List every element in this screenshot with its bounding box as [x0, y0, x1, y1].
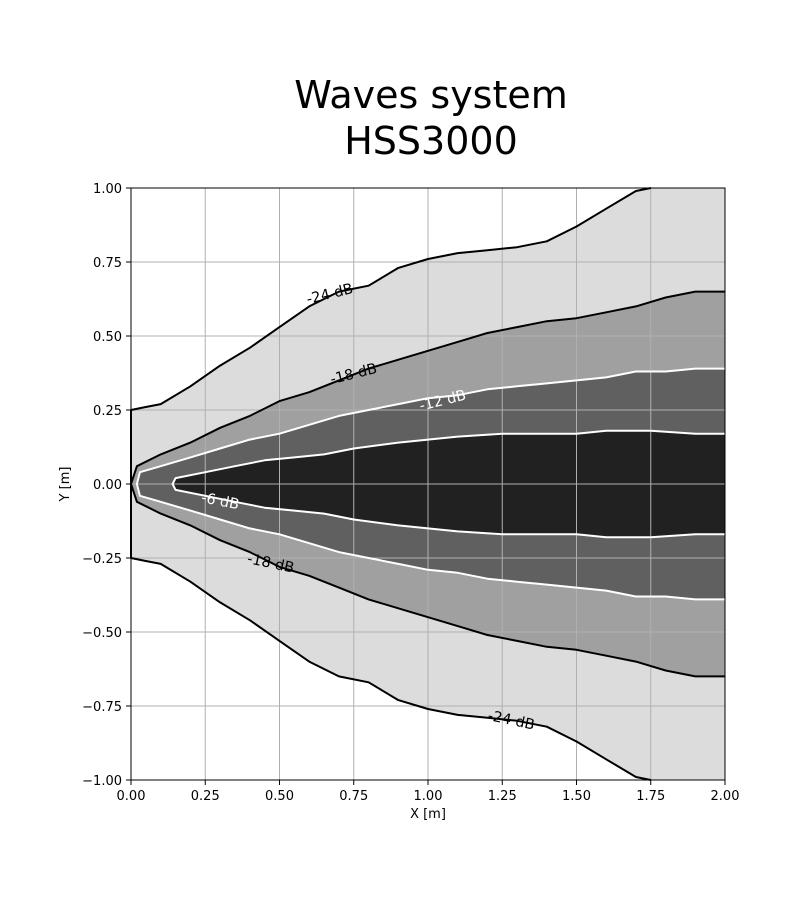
x-axis-label: X [m] [410, 807, 446, 822]
x-tick-label-6: 1.50 [562, 789, 591, 804]
x-tick-label-2: 0.50 [265, 789, 294, 804]
x-tick-label-5: 1.25 [488, 789, 517, 804]
contour-line-minus6dB [171, 429, 725, 539]
x-tick-label-1: 0.25 [191, 789, 220, 804]
y-axis: −1.00 −0.75 −0.50 −0.25 0.00 0.25 0.50 0.75 1.00 [82, 182, 131, 789]
title-line-2: HSS3000 [344, 119, 518, 163]
x-tick-label-8: 2.00 [711, 789, 740, 804]
y-tick-label-6: 0.50 [93, 330, 122, 345]
x-tick-label-3: 0.75 [339, 789, 368, 804]
chart-title: Waves system HSS3000 [294, 73, 568, 163]
title-line-1: Waves system [294, 73, 568, 117]
y-tick-label-5: 0.25 [93, 404, 122, 419]
x-axis: 0.00 0.25 0.50 0.75 1.00 1.25 1.50 1.75 2.00 [117, 780, 740, 804]
y-tick-label-4: 0.00 [93, 478, 122, 493]
y-axis-label: Y [m] [58, 467, 73, 503]
contour-label-minus6dB: -6 dB [200, 490, 241, 513]
y-tick-label-7: 0.75 [93, 256, 122, 271]
x-tick-label-7: 1.75 [636, 789, 665, 804]
y-tick-label-0: −1.00 [82, 774, 122, 789]
y-tick-label-2: −0.50 [82, 626, 122, 641]
y-tick-label-1: −0.75 [82, 700, 122, 715]
y-tick-label-3: −0.25 [82, 552, 122, 567]
x-tick-label-4: 1.00 [414, 789, 443, 804]
y-tick-label-8: 1.00 [93, 182, 122, 197]
contour-line-minus12dB [135, 367, 725, 601]
x-tick-label-0: 0.00 [117, 789, 146, 804]
